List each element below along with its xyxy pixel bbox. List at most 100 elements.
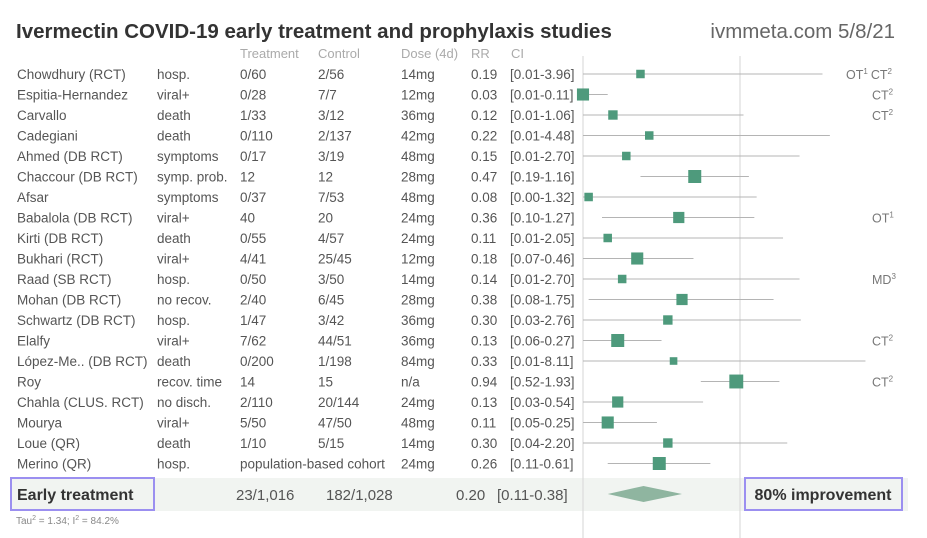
- study-dose: 28mg: [401, 170, 435, 185]
- study-treatment: 0/37: [240, 190, 266, 205]
- study-ci: [0.11-0.61]: [510, 457, 574, 472]
- table-row: Bukhari (RCT) viral+ 4/41 25/45 12mg 0.18 [0.0…: [17, 252, 575, 267]
- table-row: Carvallo death 1/33 3/12 36mg 0.12 [0.01-1.06]: [17, 108, 575, 123]
- study-treatment: 2/110: [240, 395, 273, 410]
- note2-sup: 2: [887, 67, 892, 76]
- summary-rr: 0.20: [456, 487, 485, 504]
- summary-control: 182/1,028: [326, 487, 393, 504]
- study-dose: 84mg: [401, 354, 435, 369]
- study-ci: [0.01-3.96]: [510, 67, 575, 82]
- rr-marker: [631, 252, 644, 265]
- rr-marker: [669, 357, 678, 365]
- summary-ci: [0.11-0.38]: [497, 487, 568, 504]
- study-outcome: death: [157, 436, 191, 451]
- study-dose: 36mg: [401, 334, 435, 349]
- study-rr: 0.11: [471, 231, 496, 246]
- summary-label-box: [10, 477, 155, 511]
- study-outcome: no disch.: [157, 395, 211, 410]
- study-outcome: symp. prob.: [157, 170, 228, 185]
- study-outcome: symptoms: [157, 190, 219, 205]
- study-name: Ahmed (DB RCT): [17, 149, 123, 164]
- study-dose: n/a: [401, 375, 420, 390]
- study-outcome: viral+: [157, 334, 190, 349]
- study-treatment: 12: [240, 170, 255, 185]
- note-label: OT: [846, 68, 864, 82]
- note-label: CT: [872, 109, 889, 123]
- study-name: Afsar: [17, 190, 49, 205]
- study-outcome: hosp.: [157, 272, 190, 287]
- note-sup: 3: [891, 272, 896, 281]
- note-label: CT: [872, 335, 889, 349]
- table-row: Mohan (DB RCT) no recov. 2/40 6/45 28mg 0.38 […: [17, 293, 575, 308]
- study-ci: [0.08-1.75]: [510, 293, 575, 308]
- study-ci: [0.06-0.27]: [510, 334, 575, 349]
- study-control: 2/137: [318, 129, 352, 144]
- header-treatment: Treatment: [240, 46, 299, 61]
- note-label: OT: [872, 212, 890, 226]
- table-row: Espitia-Hernandez viral+ 0/28 7/7 12mg 0.03 [0…: [17, 88, 574, 103]
- study-outcome: viral+: [157, 88, 190, 103]
- rr-marker: [645, 131, 654, 140]
- study-dose: 24mg: [401, 395, 435, 410]
- study-name: Loue (QR): [17, 436, 80, 451]
- study-dose: 48mg: [401, 190, 435, 205]
- note-sup: 2: [889, 88, 894, 97]
- rr-marker: [584, 192, 593, 202]
- study-treatment: 14: [240, 375, 256, 390]
- table-row: Raad (SB RCT) hosp. 0/50 3/50 14mg 0.14 [0.01-…: [17, 272, 575, 287]
- study-rr: 0.11: [471, 416, 496, 431]
- study-dose: 12mg: [401, 88, 435, 103]
- tau-value: = 1.34; I: [36, 516, 75, 527]
- note-label: CT: [872, 376, 889, 390]
- rr-marker: [663, 438, 673, 448]
- study-name: Chowdhury (RCT): [17, 67, 126, 82]
- study-ci: [0.01-2.70]: [510, 272, 575, 287]
- study-ci: [0.01-4.48]: [510, 129, 575, 144]
- study-control: 12: [318, 170, 333, 185]
- study-ci: [0.04-2.20]: [510, 436, 575, 451]
- study-note: MD3: [872, 272, 896, 287]
- study-note: CT2: [872, 108, 894, 123]
- study-dose: 48mg: [401, 149, 435, 164]
- note-sup: 2: [889, 108, 894, 117]
- rr-marker: [576, 88, 590, 101]
- rr-marker: [603, 233, 612, 243]
- study-control: 3/12: [318, 108, 344, 123]
- table-row: Chowdhury (RCT) hosp. 0/60 2/56 14mg 0.19 [0.0…: [17, 67, 575, 82]
- study-name: Schwartz (DB RCT): [17, 313, 136, 328]
- study-name: Cadegiani: [17, 129, 78, 144]
- study-outcome: death: [157, 354, 191, 369]
- study-outcome: death: [157, 108, 191, 123]
- table-row: Kirti (DB RCT) death 0/55 4/57 24mg 0.11 [0.01…: [17, 231, 575, 246]
- study-rr: 0.19: [471, 67, 497, 82]
- study-rr: 0.38: [471, 293, 497, 308]
- study-rr: 0.15: [471, 149, 497, 164]
- study-dose: 24mg: [401, 231, 435, 246]
- study-treatment: 0/200: [240, 354, 274, 369]
- study-dose: 48mg: [401, 416, 435, 431]
- study-treatment: 0/17: [240, 149, 266, 164]
- rr-marker: [729, 374, 744, 389]
- study-outcome: recov. time: [157, 375, 222, 390]
- study-ci: [0.01-2.70]: [510, 149, 575, 164]
- study-outcome: viral+: [157, 416, 190, 431]
- rr-marker: [663, 315, 673, 325]
- study-name: Raad (SB RCT): [17, 272, 112, 287]
- study-outcome: hosp.: [157, 313, 190, 328]
- study-treatment: 7/62: [240, 334, 266, 349]
- study-name: Roy: [17, 375, 41, 390]
- study-name: Carvallo: [17, 108, 67, 123]
- study-rr: 0.30: [471, 436, 497, 451]
- study-ci: [0.03-0.54]: [510, 395, 575, 410]
- summary-label: Early treatment: [17, 487, 134, 504]
- table-row: Merino (QR) hosp. population-based cohort 2…: [17, 457, 574, 472]
- study-dose: 24mg: [401, 457, 435, 472]
- study-rr: 0.08: [471, 190, 497, 205]
- study-treatment: 0/55: [240, 231, 266, 246]
- study-rr: 0.26: [471, 457, 497, 472]
- study-name: Kirti (DB RCT): [17, 231, 103, 246]
- table-row: Roy recov. time 14 15 n/a 0.94 [0.52-1.93]: [17, 375, 575, 390]
- study-control: 4/57: [318, 231, 344, 246]
- rr-marker: [622, 151, 631, 161]
- study-treatment: 0/60: [240, 67, 266, 82]
